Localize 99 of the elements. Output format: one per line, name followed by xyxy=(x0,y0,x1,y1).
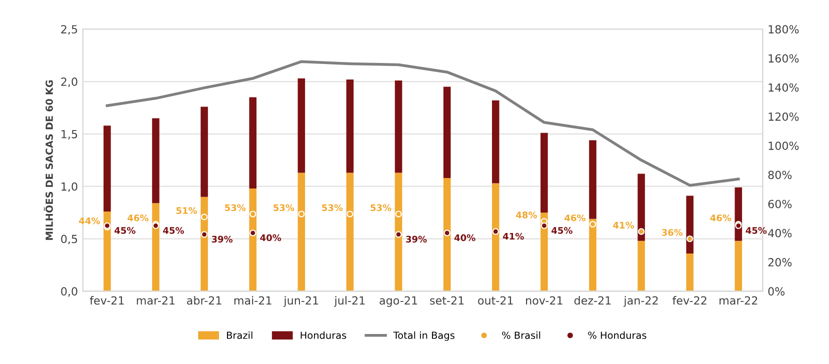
y-tick-label: 0,5 xyxy=(61,234,78,244)
point xyxy=(638,228,645,235)
data-label: 45% xyxy=(114,227,136,234)
data-label: 39% xyxy=(212,236,233,243)
y2-tick-label: 180% xyxy=(768,25,799,34)
bar xyxy=(589,140,596,219)
data-label: 53% xyxy=(274,204,294,212)
y-axis-title: MILHÕES DE SACAS DE 60 KG xyxy=(44,80,53,240)
x-tick-label: mar-22 xyxy=(720,296,758,305)
x-tick-label: mai-21 xyxy=(234,296,272,305)
bar xyxy=(394,172,402,292)
y2-tick-label: 100% xyxy=(768,142,799,150)
bar xyxy=(346,79,354,173)
x-tick-label: jun-21 xyxy=(284,296,318,307)
bar xyxy=(540,132,548,213)
bar xyxy=(492,100,500,184)
point xyxy=(346,210,354,218)
bar xyxy=(540,212,548,292)
x-tick-label: mar-21 xyxy=(136,296,175,305)
bar xyxy=(152,203,160,292)
point xyxy=(492,228,499,235)
data-label: 41% xyxy=(613,222,634,229)
point xyxy=(395,210,402,218)
x-tick-label: ago-21 xyxy=(380,296,417,307)
bar xyxy=(104,126,111,212)
y2-tick-label: 60% xyxy=(768,200,792,208)
data-label: 41% xyxy=(502,232,524,240)
y2-tick-label: 80% xyxy=(768,170,792,180)
legend-label: % Honduras xyxy=(588,331,646,339)
y-tick-label: 2,5 xyxy=(61,25,78,35)
point xyxy=(589,220,596,228)
y-tick-label: 1,5 xyxy=(62,130,78,140)
x-tick-label: set-21 xyxy=(430,296,464,305)
point xyxy=(250,230,256,236)
y-tick-label: 0,0 xyxy=(61,287,78,297)
x-tick-label: fev-21 xyxy=(90,296,124,305)
legend-label: Honduras xyxy=(300,331,346,339)
y2-tick-label: 20% xyxy=(768,258,792,266)
bar xyxy=(492,183,500,292)
y2-tick-label: 0% xyxy=(768,287,785,296)
y-tick-label: 2,0 xyxy=(61,78,78,88)
data-label: 44% xyxy=(79,217,100,224)
x-tick-label: jan-22 xyxy=(624,296,658,307)
data-label: 51% xyxy=(176,207,198,214)
data-label: 45% xyxy=(163,227,184,234)
point xyxy=(200,231,208,238)
bar xyxy=(249,188,256,292)
y2-tick-label: 160% xyxy=(768,54,799,63)
x-tick-label: jul-21 xyxy=(334,296,365,307)
point xyxy=(250,210,256,218)
data-label: 36% xyxy=(662,229,683,236)
bar xyxy=(686,253,694,292)
data-label: 53% xyxy=(370,204,392,212)
x-tick-label: abr-21 xyxy=(187,296,222,305)
point xyxy=(686,235,694,242)
point xyxy=(200,214,208,220)
line-series xyxy=(106,60,740,187)
bar xyxy=(152,118,160,204)
bar xyxy=(638,174,645,241)
point xyxy=(444,230,450,236)
y2-tick-label: 120% xyxy=(768,112,799,121)
y2-tick-label: 140% xyxy=(768,83,799,92)
bar xyxy=(346,172,354,292)
data-label: 45% xyxy=(552,227,572,234)
data-label: 53% xyxy=(224,204,246,212)
y-tick-label: 1,0 xyxy=(62,182,78,192)
legend-label: Total in Bags xyxy=(393,331,454,341)
point xyxy=(395,231,402,238)
bar xyxy=(443,178,451,292)
x-tick-label: out-21 xyxy=(478,296,513,305)
bar xyxy=(394,80,402,173)
legend-label: Brazil xyxy=(227,331,252,339)
bar xyxy=(638,240,645,292)
data-label: 40% xyxy=(454,234,476,242)
bar xyxy=(298,78,306,173)
data-label: 46% xyxy=(128,214,148,222)
bar xyxy=(298,172,306,292)
legend-label: % Brasil xyxy=(502,331,540,339)
bar xyxy=(686,196,694,254)
data-label: 39% xyxy=(406,236,427,243)
x-tick-label: nov-21 xyxy=(526,296,562,305)
data-label: 53% xyxy=(322,204,343,212)
bar xyxy=(443,86,451,178)
data-label: 48% xyxy=(516,212,537,218)
data-label: 40% xyxy=(260,234,282,242)
x-tick-label: dez-21 xyxy=(574,296,611,305)
bar xyxy=(249,97,256,188)
bar xyxy=(104,212,111,292)
data-label: 46% xyxy=(710,214,732,222)
point xyxy=(540,222,548,230)
point xyxy=(298,210,305,218)
data-label: 45% xyxy=(746,227,767,234)
bar xyxy=(589,218,596,292)
bar xyxy=(200,106,208,197)
y2-tick-label: 40% xyxy=(768,228,792,238)
x-tick-label: fev-22 xyxy=(672,296,706,305)
data-label: 46% xyxy=(564,214,586,222)
bar xyxy=(734,240,742,292)
bar xyxy=(200,196,208,292)
